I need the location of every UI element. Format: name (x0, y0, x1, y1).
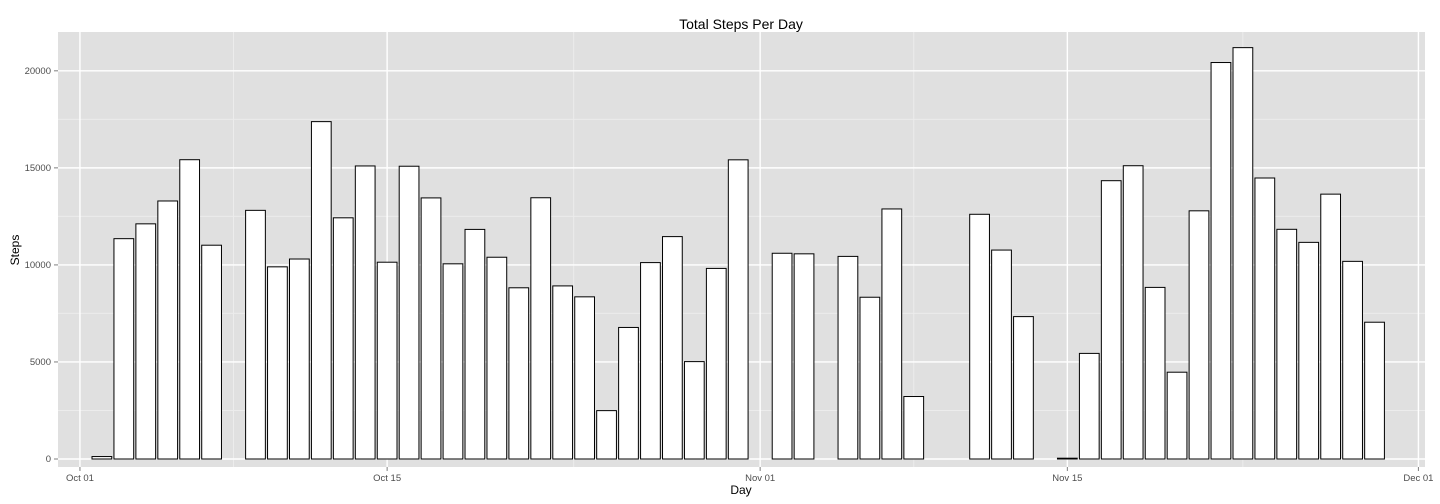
bar-2012-10-21 (508, 287, 530, 460)
bar-2012-11-08 (903, 396, 925, 460)
bar-2012-11-13 (1013, 316, 1034, 460)
chart-title: Total Steps Per Day (679, 16, 803, 32)
bar-2012-10-29 (683, 361, 705, 460)
bar-2012-10-12 (310, 121, 332, 460)
bar-2012-10-06 (179, 159, 201, 460)
bar-2012-11-20 (1166, 371, 1188, 460)
bar-2012-11-17 (1100, 180, 1122, 460)
bar-2012-11-07 (881, 208, 903, 460)
bar-2012-11-27 (1320, 193, 1342, 460)
bar-2012-10-25 (596, 410, 617, 460)
x-tick-label: Nov 01 (745, 473, 775, 484)
y-tick-label: 5000 (30, 357, 51, 368)
bar-2012-10-26 (618, 326, 639, 460)
bar-2012-11-02 (771, 252, 793, 460)
y-tick-label: 20000 (25, 66, 51, 77)
bar-2012-10-22 (530, 197, 552, 460)
bar-2012-10-24 (574, 296, 595, 460)
bar-2012-11-19 (1144, 286, 1166, 460)
bar-2012-10-02 (91, 456, 113, 460)
bar-2012-10-04 (135, 223, 157, 460)
bar-2012-10-15 (376, 261, 398, 460)
y-axis-title: Steps (8, 235, 22, 266)
x-axis: Oct 01 Oct 15 Nov 01 Nov 15 Dec 01 (66, 467, 1433, 484)
bar-2012-11-15 (1056, 457, 1078, 460)
bar-2012-11-26 (1298, 241, 1320, 460)
bar-2012-10-18 (442, 263, 464, 460)
x-axis-title: Day (730, 483, 751, 497)
bar-2012-11-03 (793, 253, 815, 460)
bar-2012-10-27 (640, 262, 661, 460)
bar-2012-10-09 (245, 209, 266, 460)
bar-2012-11-23 (1232, 47, 1254, 460)
bar-2012-10-31 (727, 159, 749, 460)
bars-layer (91, 47, 1385, 460)
bar-2012-11-21 (1188, 210, 1210, 460)
bar-2012-10-05 (157, 200, 179, 460)
bar-2012-10-13 (332, 217, 354, 460)
bar-2012-10-10 (267, 266, 288, 460)
y-tick-label: 0 (46, 454, 51, 465)
bar-2012-11-11 (969, 213, 990, 460)
bar-2012-10-03 (113, 238, 135, 460)
x-tick-label: Nov 15 (1052, 473, 1082, 484)
bar-2012-10-16 (398, 165, 420, 460)
bar-2012-11-28 (1342, 260, 1363, 460)
x-tick-label: Oct 15 (373, 473, 401, 484)
bar-2012-10-30 (705, 267, 727, 460)
bar-2012-11-06 (859, 296, 881, 460)
bar-2012-10-23 (552, 285, 574, 460)
y-tick-label: 15000 (25, 163, 51, 174)
bar-2012-10-07 (201, 244, 222, 460)
bar-2012-10-28 (662, 236, 683, 460)
bar-2012-11-16 (1078, 352, 1100, 460)
bar-2012-11-25 (1276, 228, 1298, 460)
bar-2012-11-29 (1364, 321, 1385, 460)
y-tick-label: 10000 (25, 260, 51, 271)
bar-2012-10-11 (288, 258, 310, 460)
x-tick-label: Dec 01 (1403, 473, 1433, 484)
bar-2012-11-22 (1210, 62, 1232, 460)
bar-2012-10-20 (486, 256, 508, 460)
bar-2012-10-19 (464, 228, 486, 460)
bar-2012-10-14 (354, 165, 376, 460)
bar-2012-10-17 (420, 197, 442, 460)
bar-2012-11-12 (991, 249, 1012, 460)
bar-2012-11-18 (1122, 165, 1144, 460)
bar-2012-11-05 (837, 255, 859, 460)
x-tick-label: Oct 01 (66, 473, 94, 484)
bar-2012-11-24 (1254, 177, 1276, 460)
y-axis: 0 5000 10000 15000 20000 (25, 66, 58, 465)
